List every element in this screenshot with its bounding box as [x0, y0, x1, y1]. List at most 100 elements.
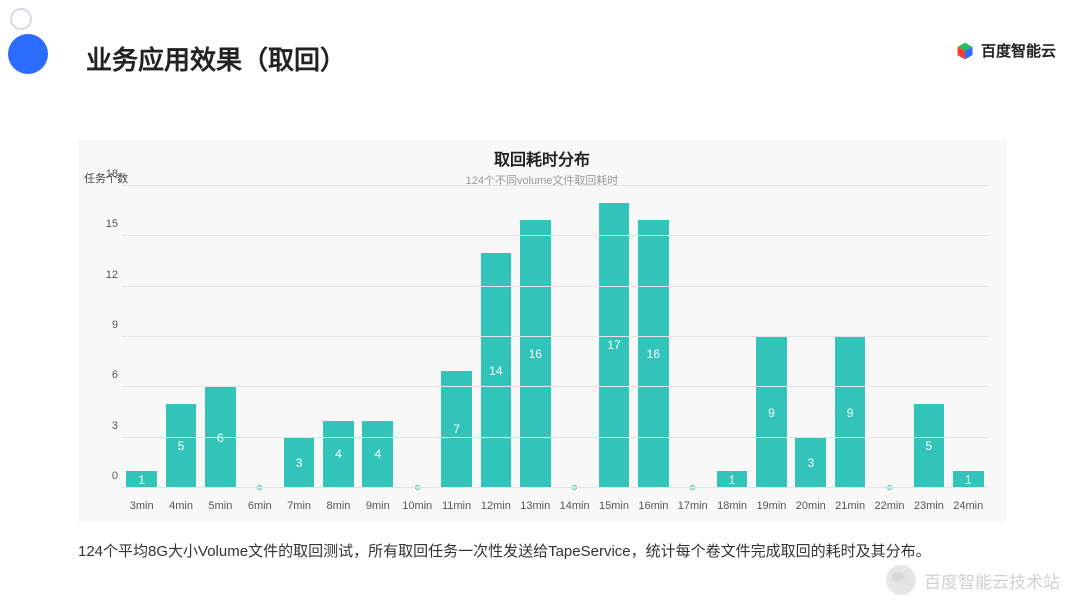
x-tick-label: 20min — [791, 500, 830, 512]
bar-slot — [398, 186, 437, 488]
x-tick-label: 23min — [909, 500, 948, 512]
y-tick-label: 6 — [98, 369, 118, 381]
bar: 3 — [284, 438, 315, 488]
bar-value-label: 9 — [768, 406, 775, 420]
chart-panel: 取回耗时分布 124个不同volume文件取回耗时 任务个数 156344714… — [78, 140, 1006, 522]
bar-value-label: 6 — [217, 431, 224, 445]
x-tick-label: 21min — [830, 500, 869, 512]
bar-slot: 5 — [909, 186, 948, 488]
bar: 9 — [756, 337, 787, 488]
bar-slot: 16 — [516, 186, 555, 488]
x-tick-label: 17min — [673, 500, 712, 512]
bar: 16 — [520, 220, 551, 488]
bar-value-label: 16 — [529, 347, 542, 361]
bar-slot: 17 — [594, 186, 633, 488]
y-tick-label: 9 — [98, 319, 118, 331]
bar-slot: 4 — [319, 186, 358, 488]
y-tick-label: 15 — [98, 218, 118, 230]
bar-slot: 6 — [201, 186, 240, 488]
bar-slot: 7 — [437, 186, 476, 488]
bar: 5 — [914, 404, 945, 488]
bar: 17 — [599, 203, 630, 488]
chart-caption: 124个平均8G大小Volume文件的取回测试，所有取回任务一次性发送给Tape… — [78, 540, 931, 561]
slide: 业务应用效果（取回） 百度智能云 取回耗时分布 124个不同volume文件取回… — [0, 0, 1080, 607]
bar-slot: 14 — [476, 186, 515, 488]
bar-value-label: 1 — [965, 473, 972, 487]
bar: 1 — [953, 471, 984, 488]
bar-value-label: 4 — [335, 447, 342, 461]
bar-slot: 3 — [279, 186, 318, 488]
grid-line — [122, 487, 988, 488]
bar: 1 — [717, 471, 748, 488]
watermark: 百度智能云技术站 — [886, 565, 1060, 595]
bar-slot: 1 — [949, 186, 988, 488]
x-tick-label: 9min — [358, 500, 397, 512]
bar-value-label: 1 — [138, 473, 145, 487]
grid-line — [122, 286, 988, 287]
bar-value-label: 5 — [178, 439, 185, 453]
bar-slot: 1 — [122, 186, 161, 488]
bar: 9 — [835, 337, 866, 488]
x-tick-label: 13min — [516, 500, 555, 512]
bar-slot: 9 — [830, 186, 869, 488]
x-tick-label: 11min — [437, 500, 476, 512]
x-tick-label: 19min — [752, 500, 791, 512]
bar-slot — [555, 186, 594, 488]
grid-line — [122, 336, 988, 337]
brand-cube-icon — [955, 41, 975, 61]
bar: 3 — [795, 438, 826, 488]
x-tick-label: 4min — [161, 500, 200, 512]
bar: 14 — [481, 253, 512, 488]
bar: 4 — [362, 421, 393, 488]
chart-title: 取回耗时分布 — [78, 140, 1006, 170]
bar-value-label: 7 — [453, 422, 460, 436]
bar-slot: 1 — [712, 186, 751, 488]
bar-slot — [673, 186, 712, 488]
wechat-icon — [886, 565, 916, 595]
bar-value-label: 5 — [926, 439, 933, 453]
y-tick-label: 12 — [98, 269, 118, 281]
grid-line — [122, 437, 988, 438]
x-tick-label: 5min — [201, 500, 240, 512]
page-title: 业务应用效果（取回） — [86, 40, 346, 77]
x-tick-label: 3min — [122, 500, 161, 512]
y-tick-label: 3 — [98, 420, 118, 432]
x-tick-label: 16min — [634, 500, 673, 512]
bar-value-label: 3 — [807, 456, 814, 470]
x-tick-label: 22min — [870, 500, 909, 512]
bar: 7 — [441, 371, 472, 488]
bar: 6 — [205, 387, 236, 488]
x-tick-label: 15min — [594, 500, 633, 512]
x-tick-label: 6min — [240, 500, 279, 512]
bar-value-label: 9 — [847, 406, 854, 420]
bar-slot — [240, 186, 279, 488]
grid-line — [122, 386, 988, 387]
bar-value-label: 1 — [729, 473, 736, 487]
x-tick-label: 18min — [712, 500, 751, 512]
bar-value-label: 16 — [647, 347, 660, 361]
bar: 1 — [126, 471, 157, 488]
bar-slot: 5 — [161, 186, 200, 488]
bar-value-label: 4 — [374, 447, 381, 461]
bar-slot: 4 — [358, 186, 397, 488]
grid-line — [122, 235, 988, 236]
bar-value-label: 14 — [489, 364, 502, 378]
bar-slot: 9 — [752, 186, 791, 488]
x-tick-label: 7min — [279, 500, 318, 512]
chart-plot-area: 156344714161716193951 0369121518 — [122, 186, 988, 488]
x-axis-labels: 3min4min5min6min7min8min9min10min11min12… — [122, 500, 988, 512]
x-tick-label: 14min — [555, 500, 594, 512]
brand-name: 百度智能云 — [981, 40, 1056, 61]
y-tick-label: 0 — [98, 470, 118, 482]
bar-slot: 3 — [791, 186, 830, 488]
x-tick-label: 12min — [476, 500, 515, 512]
x-tick-label: 24min — [949, 500, 988, 512]
y-tick-label: 18 — [98, 168, 118, 180]
decor-circle-fill — [8, 34, 48, 74]
bar-value-label: 17 — [607, 338, 620, 352]
bar: 5 — [166, 404, 197, 488]
bar-value-label: 3 — [296, 456, 303, 470]
decor-circle-outline — [10, 8, 32, 30]
x-tick-label: 8min — [319, 500, 358, 512]
x-tick-label: 10min — [398, 500, 437, 512]
